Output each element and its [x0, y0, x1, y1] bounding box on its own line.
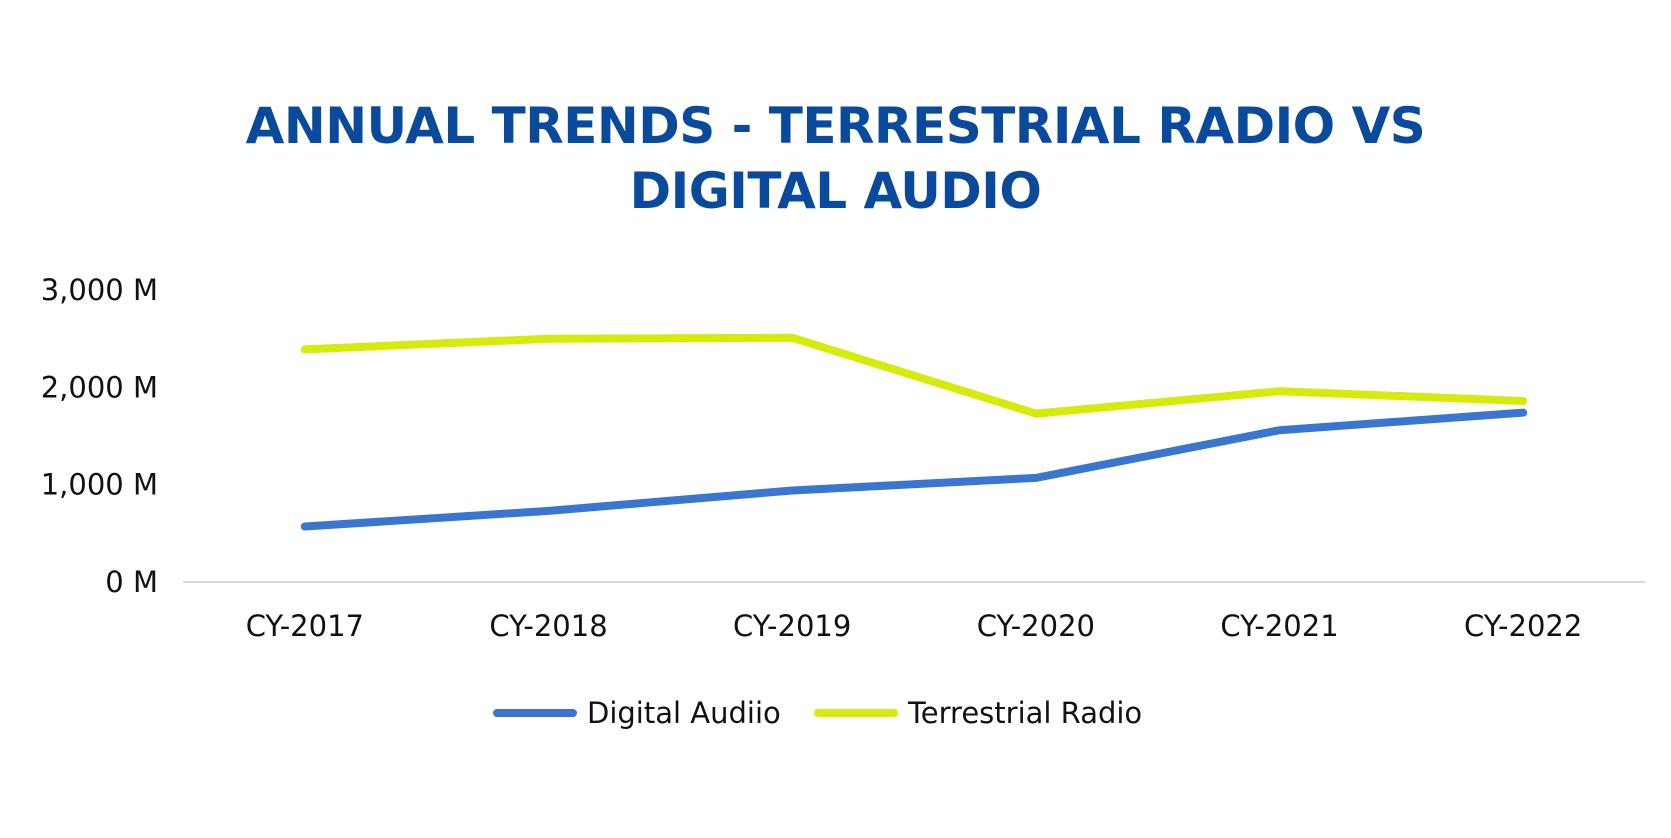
x-tick-label: CY-2019 — [733, 609, 851, 643]
legend-label: Terrestrial Radio — [907, 696, 1142, 730]
x-tick-label: CY-2022 — [1464, 609, 1582, 643]
chart-title-line-2: DIGITAL AUDIO — [629, 162, 1042, 220]
series-lines — [300, 333, 1528, 531]
x-tick-label: CY-2021 — [1220, 609, 1338, 643]
y-tick-label: 1,000 M — [41, 468, 158, 502]
y-tick-label: 2,000 M — [41, 370, 158, 404]
x-tick-label: CY-2017 — [246, 609, 364, 643]
legend: Digital Audiio Terrestrial Radio — [493, 696, 1142, 730]
x-axis-labels: CY-2017 CY-2018 CY-2019 CY-2020 CY-2021 CY-20… — [246, 609, 1583, 643]
x-tick-label: CY-2018 — [489, 609, 607, 643]
x-tick-label: CY-2020 — [977, 609, 1095, 643]
y-axis-labels: 0 M 1,000 M 2,000 M 3,000 M — [41, 273, 158, 599]
series-line-1 — [300, 333, 1528, 418]
y-tick-label: 3,000 M — [41, 273, 158, 307]
chart-title-line-1: ANNUAL TRENDS - TERRESTRIAL RADIO VS — [245, 97, 1426, 155]
series-line-0 — [300, 408, 1528, 531]
legend-label: Digital Audiio — [587, 696, 781, 730]
y-tick-label: 0 M — [105, 565, 158, 599]
